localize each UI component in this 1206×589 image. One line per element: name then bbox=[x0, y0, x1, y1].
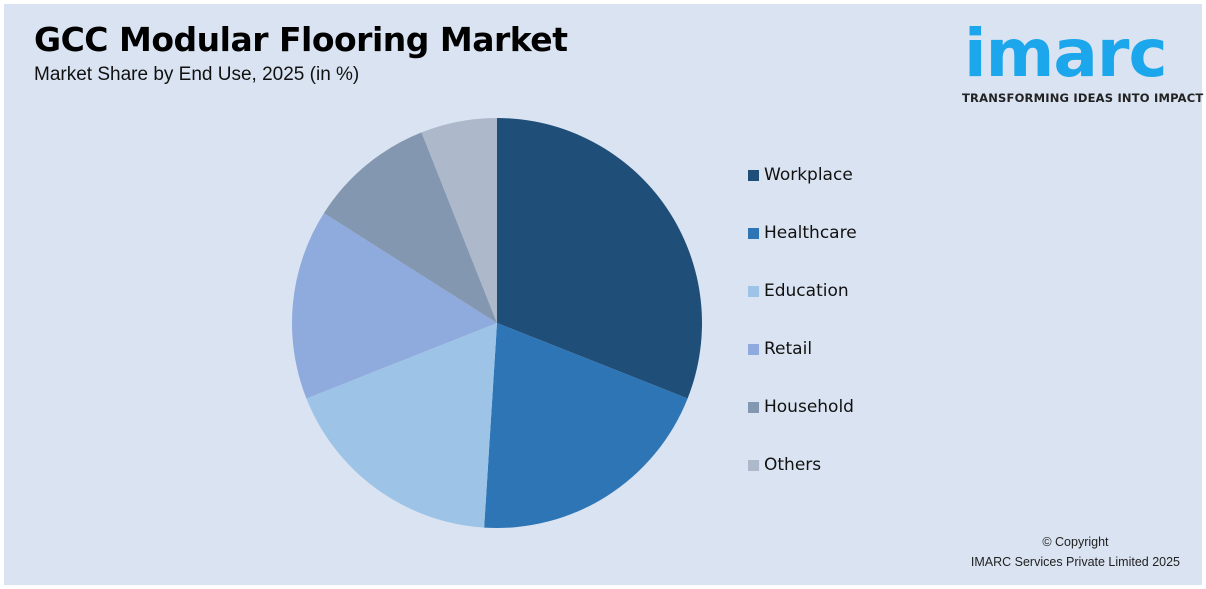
pie-slice-education bbox=[306, 323, 497, 528]
legend-swatch bbox=[748, 401, 759, 413]
pie-slice-others bbox=[421, 118, 497, 323]
legend-item-workplace: Workplace bbox=[748, 162, 857, 188]
legend-swatch bbox=[748, 169, 759, 181]
chart-legend: Workplace Healthcare Education Retail Househ… bbox=[748, 162, 857, 510]
legend-item-household: Household bbox=[748, 394, 857, 420]
pie-chart bbox=[292, 118, 702, 528]
legend-swatch bbox=[748, 343, 759, 355]
pie-slice-workplace bbox=[497, 118, 702, 399]
legend-item-retail: Retail bbox=[748, 336, 857, 362]
legend-label: Education bbox=[764, 281, 849, 301]
legend-swatch bbox=[748, 459, 759, 471]
legend-swatch bbox=[748, 227, 759, 239]
logo-tagline: TRANSFORMING IDEAS INTO IMPACT bbox=[962, 91, 1204, 105]
pie-slice-household bbox=[323, 132, 497, 323]
legend-item-education: Education bbox=[748, 278, 857, 304]
legend-swatch bbox=[748, 285, 759, 297]
pie-slice-retail bbox=[292, 213, 497, 399]
legend-label: Household bbox=[764, 397, 854, 417]
chart-title: GCC Modular Flooring Market bbox=[34, 20, 568, 59]
pie-slice-healthcare bbox=[484, 323, 688, 528]
copyright-line: © Copyright bbox=[1042, 535, 1109, 549]
legend-item-others: Others bbox=[748, 452, 857, 478]
legend-label: Healthcare bbox=[764, 223, 857, 243]
chart-subtitle: Market Share by End Use, 2025 (in %) bbox=[34, 64, 360, 85]
logo-wordmark: imarc bbox=[964, 15, 1168, 92]
legend-label: Workplace bbox=[764, 165, 853, 185]
legend-item-healthcare: Healthcare bbox=[748, 220, 857, 246]
copyright-notice: © Copyright IMARC Services Private Limit… bbox=[971, 532, 1180, 572]
legend-label: Retail bbox=[764, 339, 813, 359]
imarc-logo: imarc TRANSFORMING IDEAS INTO IMPACT bbox=[962, 14, 1204, 105]
company-line: IMARC Services Private Limited 2025 bbox=[970, 555, 1180, 569]
legend-label: Others bbox=[764, 455, 822, 475]
chart-card: GCC Modular Flooring Market Market Share… bbox=[4, 4, 1204, 585]
